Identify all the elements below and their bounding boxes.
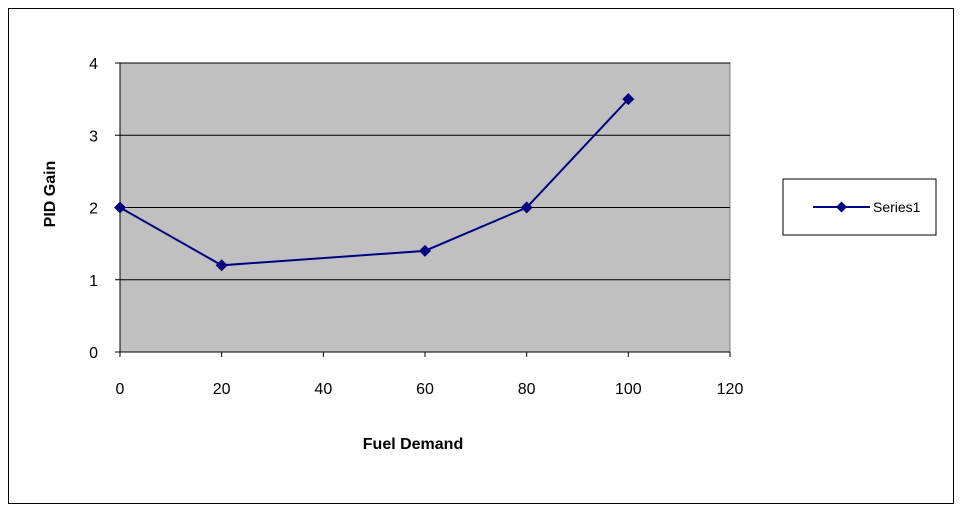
y-tick-label: 0 bbox=[89, 345, 98, 362]
gridlines bbox=[120, 62, 730, 281]
y-tick-label: 3 bbox=[89, 128, 98, 145]
x-tick-label: 20 bbox=[213, 381, 231, 398]
y-tick-label: 1 bbox=[89, 273, 98, 290]
legend: Series1 bbox=[782, 178, 937, 236]
x-tick-label: 0 bbox=[116, 381, 125, 398]
legend-series-label: Series1 bbox=[873, 199, 921, 215]
data-point-marker bbox=[520, 201, 533, 214]
x-axis-title: Fuel Demand bbox=[363, 436, 463, 453]
x-tick-label: 60 bbox=[416, 381, 434, 398]
data-point-marker bbox=[622, 93, 635, 106]
series-layer bbox=[114, 93, 635, 272]
x-tick-label: 40 bbox=[314, 381, 332, 398]
y-tick-label: 4 bbox=[89, 56, 98, 73]
y-tick-label: 2 bbox=[89, 201, 98, 218]
x-tick-label: 80 bbox=[518, 381, 536, 398]
data-point-marker bbox=[215, 259, 228, 272]
data-point-marker bbox=[114, 201, 126, 214]
x-tick-label: 120 bbox=[717, 381, 744, 398]
x-tick-label: 100 bbox=[615, 381, 642, 398]
legend-series-marker bbox=[836, 201, 847, 213]
data-point-marker bbox=[419, 244, 431, 257]
y-axis-title: PID Gain bbox=[42, 161, 59, 228]
